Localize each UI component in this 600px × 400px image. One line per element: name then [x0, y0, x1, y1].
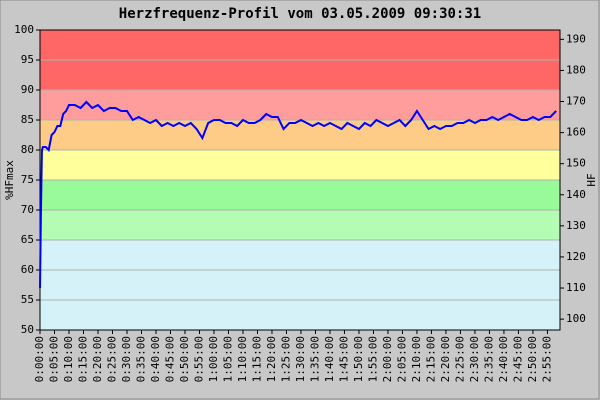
y2-tick-label: 140	[566, 188, 586, 201]
y-tick-label: 100	[14, 23, 34, 36]
y2-tick-label: 180	[566, 63, 586, 76]
y-tick-label: 85	[21, 113, 34, 126]
x-tick-label: 2:10:00	[410, 336, 423, 382]
x-tick-label: 0:55:00	[192, 336, 205, 382]
x-tick-label: 1:45:00	[337, 336, 350, 382]
y2-tick-label: 130	[566, 219, 586, 232]
y2-tick-label: 160	[566, 126, 586, 139]
x-tick-label: 0:05:00	[47, 336, 60, 382]
x-tick-label: 2:15:00	[424, 336, 437, 382]
x-tick-label: 2:45:00	[511, 336, 524, 382]
y2-axis-label: HF	[585, 173, 598, 186]
x-tick-label: 2:25:00	[453, 336, 466, 382]
x-tick-label: 1:40:00	[323, 336, 336, 382]
x-tick-label: 0:25:00	[105, 336, 118, 382]
x-tick-label: 1:55:00	[366, 336, 379, 382]
y2-tick-label: 150	[566, 157, 586, 170]
y2-tick-label: 190	[566, 32, 586, 45]
y-tick-label: 90	[21, 83, 34, 96]
x-tick-label: 2:20:00	[439, 336, 452, 382]
x-tick-label: 1:50:00	[352, 336, 365, 382]
zone	[40, 240, 560, 330]
x-tick-label: 0:40:00	[149, 336, 162, 382]
x-tick-label: 1:10:00	[236, 336, 249, 382]
y-tick-label: 60	[21, 263, 34, 276]
x-tick-label: 0:20:00	[91, 336, 104, 382]
y-tick-label: 70	[21, 203, 34, 216]
y2-tick-label: 110	[566, 281, 586, 294]
y2-tick-label: 170	[566, 95, 586, 108]
y-tick-label: 50	[21, 323, 34, 336]
y-axis-label: %HFmax	[3, 160, 16, 200]
x-tick-label: 0:50:00	[178, 336, 191, 382]
zone	[40, 90, 560, 120]
x-tick-label: 1:35:00	[308, 336, 321, 382]
y-tick-label: 55	[21, 293, 34, 306]
x-tick-label: 1:30:00	[294, 336, 307, 382]
x-tick-label: 2:05:00	[395, 336, 408, 382]
x-tick-label: 2:35:00	[482, 336, 495, 382]
x-tick-label: 1:00:00	[207, 336, 220, 382]
zone	[40, 120, 560, 150]
x-tick-label: 0:15:00	[76, 336, 89, 382]
zone	[40, 150, 560, 180]
zone	[40, 180, 560, 210]
x-tick-label: 1:15:00	[250, 336, 263, 382]
x-tick-label: 2:00:00	[381, 336, 394, 382]
x-tick-label: 0:10:00	[62, 336, 75, 382]
y-tick-label: 65	[21, 233, 34, 246]
chart-title: Herzfrequenz-Profil vom 03.05.2009 09:30…	[119, 6, 481, 22]
x-tick-label: 0:45:00	[163, 336, 176, 382]
x-tick-label: 0:35:00	[134, 336, 147, 382]
x-tick-label: 1:20:00	[265, 336, 278, 382]
data-line	[39, 100, 557, 289]
x-tick-label: 2:50:00	[526, 336, 539, 382]
y-tick-label: 75	[21, 173, 34, 186]
zone	[40, 210, 560, 240]
x-tick-label: 2:40:00	[497, 336, 510, 382]
plot-frame	[39, 29, 561, 331]
y-tick-label: 80	[21, 143, 34, 156]
x-tick-label: 1:25:00	[279, 336, 292, 382]
x-tick-label: 0:00:00	[33, 336, 46, 382]
y2-tick-label: 100	[566, 312, 586, 325]
x-tick-label: 2:55:00	[540, 336, 553, 382]
x-tick-label: 0:30:00	[120, 336, 133, 382]
x-tick-label: 2:30:00	[468, 336, 481, 382]
y2-tick-label: 120	[566, 250, 586, 263]
y-tick-label: 95	[21, 53, 34, 66]
x-tick-label: 1:05:00	[221, 336, 234, 382]
